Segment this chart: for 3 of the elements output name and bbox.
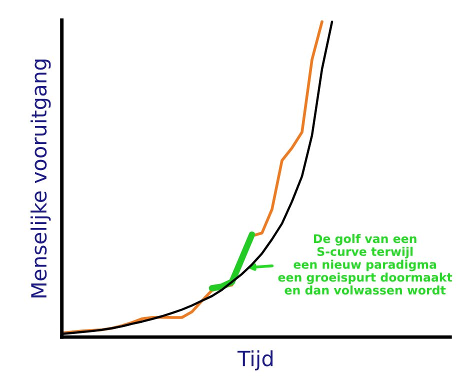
y-axis-title: Menselijke vooruitgang <box>30 60 51 298</box>
annotation: De golf van een S-curve terwijl een nieuw paradigma een groeispurt doormaakt en dan volwassen wordt <box>278 234 452 295</box>
x-axis-title: Tijd <box>237 350 273 370</box>
